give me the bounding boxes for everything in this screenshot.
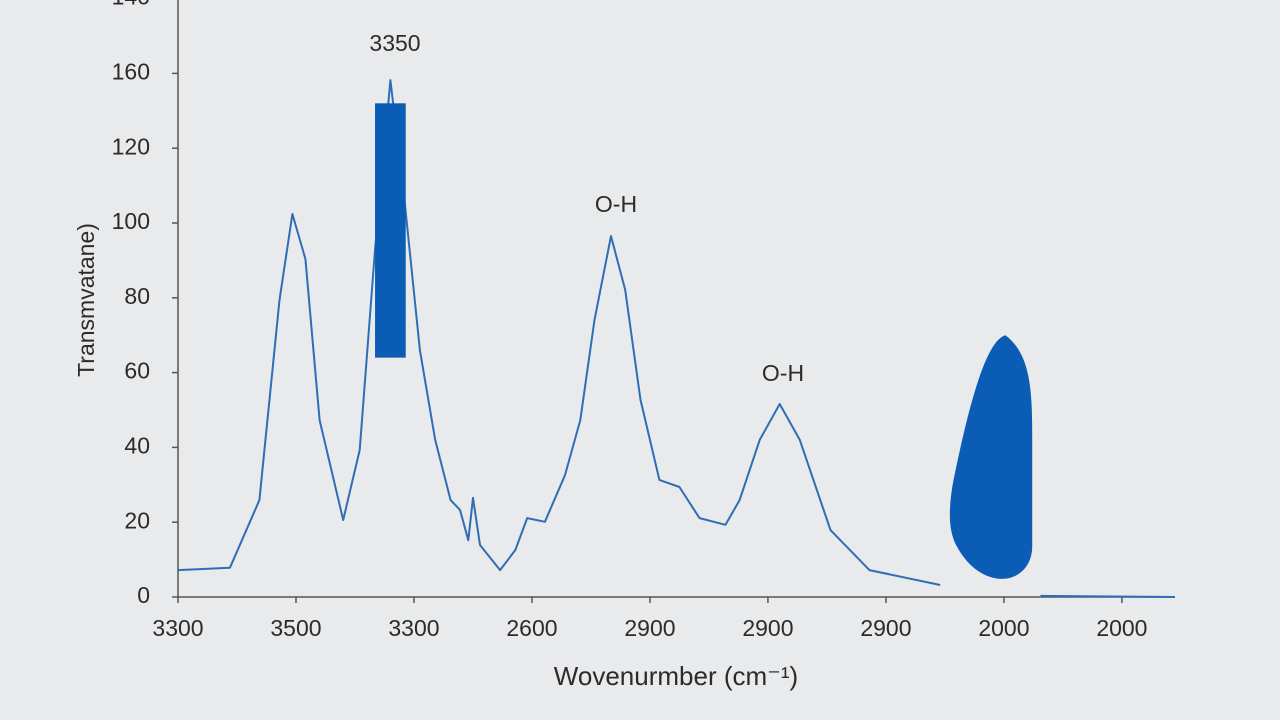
y-tick-label: 40	[124, 432, 150, 458]
y-tick-label: 60	[124, 358, 150, 384]
highlight-drop	[949, 335, 1033, 579]
x-tick-label: 2000	[978, 615, 1029, 641]
y-tick-label: 100	[112, 208, 150, 234]
x-tick-label: 2900	[624, 615, 675, 641]
y-tick-label: 20	[124, 507, 150, 533]
y-axis-label: Transmvatane)	[73, 223, 99, 377]
peak-annotation: O-H	[762, 360, 804, 386]
x-tick-label: 2600	[506, 615, 557, 641]
x-axis-label: Wovenurmber (cm⁻¹)	[554, 661, 798, 691]
x-tick-label: 2000	[1096, 615, 1147, 641]
y-tick-label: 120	[112, 133, 150, 159]
y-tick-label: 160	[112, 58, 150, 84]
y-tick-label: 0	[137, 582, 150, 608]
peak-annotation: O-H	[595, 191, 637, 217]
y-tick-label: 140	[112, 0, 150, 10]
peak-annotation: 3350	[369, 30, 420, 56]
spectrum-line	[177, 79, 1176, 598]
highlight-bar	[375, 103, 406, 358]
x-tick-label: 2900	[860, 615, 911, 641]
x-tick-label: 2900	[742, 615, 793, 641]
x-tick-label: 3300	[152, 615, 203, 641]
y-tick-label: 80	[124, 283, 150, 309]
x-tick-label: 3300	[388, 615, 439, 641]
x-tick-label: 3500	[270, 615, 321, 641]
